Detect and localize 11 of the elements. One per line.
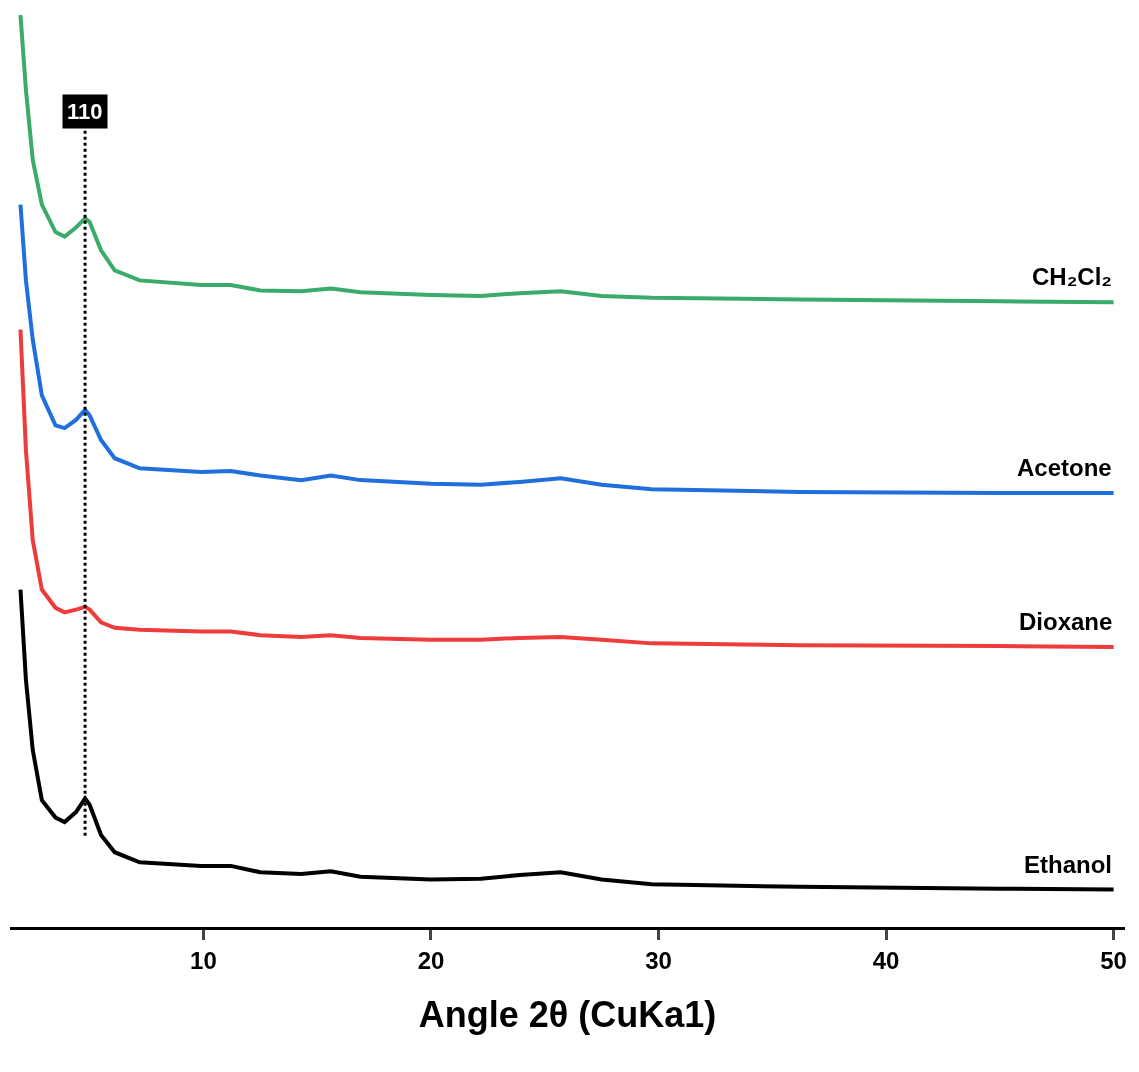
x-tick-label: 50 xyxy=(1100,946,1127,974)
series-label: Ethanol xyxy=(1024,851,1112,878)
x-tick-label: 30 xyxy=(645,946,672,974)
x-tick-label: 40 xyxy=(872,946,900,974)
series-label: Dioxane xyxy=(1019,608,1113,635)
annotation: 110 xyxy=(67,99,103,124)
x-tick-label: 20 xyxy=(417,946,445,974)
x-tick-label: 10 xyxy=(190,946,217,974)
x-axis-title: Angle 2θ (CuKa1) xyxy=(418,994,717,1036)
series-label: CH₂Cl₂ xyxy=(1032,263,1112,290)
series-label: Acetone xyxy=(1017,454,1112,481)
